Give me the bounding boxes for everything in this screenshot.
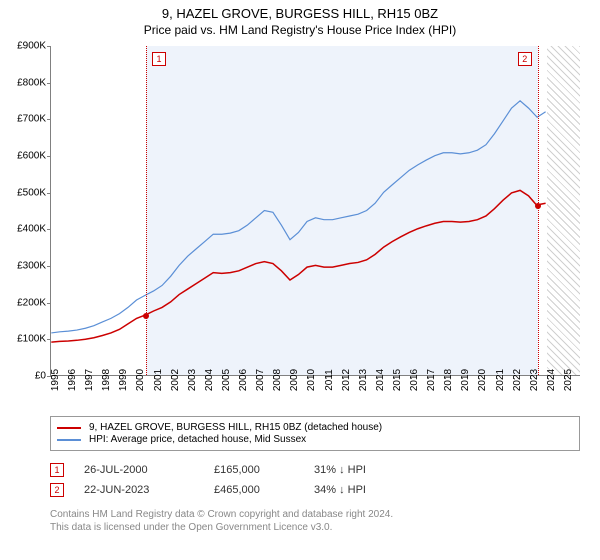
footer-line-2: This data is licensed under the Open Gov… — [50, 521, 393, 534]
x-tick-label: 2009 — [289, 369, 300, 391]
legend-item-property: 9, HAZEL GROVE, BURGESS HILL, RH15 0BZ (… — [57, 422, 573, 433]
event-line-2 — [538, 46, 539, 375]
legend: 9, HAZEL GROVE, BURGESS HILL, RH15 0BZ (… — [50, 416, 580, 451]
x-tick-label: 2014 — [375, 369, 386, 391]
plot-area: 12 £0£100K£200K£300K£400K£500K£600K£700K… — [50, 46, 580, 376]
x-tick-label: 2022 — [512, 369, 523, 391]
x-tick-label: 2012 — [341, 369, 352, 391]
x-tick-label: 2016 — [409, 369, 420, 391]
event-row-marker: 2 — [50, 483, 64, 497]
event-row-2: 2 22-JUN-2023 £465,000 34% ↓ HPI — [50, 480, 580, 500]
x-tick-label: 2024 — [546, 369, 557, 391]
event-diff: 34% ↓ HPI — [314, 484, 414, 496]
y-tick-label: £100K — [17, 334, 46, 345]
x-tick-label: 2025 — [563, 369, 574, 391]
event-price: £165,000 — [214, 464, 294, 476]
y-tick-label: £500K — [17, 187, 46, 198]
x-tick-label: 1996 — [67, 369, 78, 391]
x-tick-label: 2007 — [255, 369, 266, 391]
event-row-marker: 1 — [50, 463, 64, 477]
chart-title: 9, HAZEL GROVE, BURGESS HILL, RH15 0BZ — [0, 0, 600, 21]
x-tick-label: 2013 — [358, 369, 369, 391]
series-property — [51, 190, 545, 342]
x-tick-label: 1999 — [118, 369, 129, 391]
event-point-1 — [143, 313, 149, 319]
legend-swatch-hpi — [57, 439, 81, 441]
x-tick-label: 1997 — [84, 369, 95, 391]
x-tick-label: 2021 — [495, 369, 506, 391]
events-table: 1 26-JUL-2000 £165,000 31% ↓ HPI 2 22-JUN-202… — [50, 460, 580, 500]
x-tick-label: 2006 — [238, 369, 249, 391]
event-diff: 31% ↓ HPI — [314, 464, 414, 476]
event-date: 26-JUL-2000 — [84, 464, 194, 476]
y-tick-label: £800K — [17, 77, 46, 88]
x-tick-label: 2015 — [392, 369, 403, 391]
x-tick-label: 2005 — [221, 369, 232, 391]
event-marker-1: 1 — [152, 52, 166, 66]
y-tick-label: £0 — [35, 371, 46, 382]
x-tick-label: 2000 — [135, 369, 146, 391]
event-row-1: 1 26-JUL-2000 £165,000 31% ↓ HPI — [50, 460, 580, 480]
legend-item-hpi: HPI: Average price, detached house, Mid … — [57, 434, 573, 445]
x-tick-label: 2002 — [170, 369, 181, 391]
footer: Contains HM Land Registry data © Crown c… — [50, 508, 393, 534]
legend-label-property: 9, HAZEL GROVE, BURGESS HILL, RH15 0BZ (… — [89, 422, 382, 433]
x-tick-label: 2008 — [272, 369, 283, 391]
series-hpi — [51, 101, 545, 333]
y-tick-label: £700K — [17, 114, 46, 125]
y-tick-label: £300K — [17, 261, 46, 272]
x-tick-label: 2010 — [306, 369, 317, 391]
x-tick-label: 2001 — [153, 369, 164, 391]
event-point-2 — [535, 203, 541, 209]
x-tick-label: 2020 — [477, 369, 488, 391]
chart-subtitle: Price paid vs. HM Land Registry's House … — [0, 21, 600, 37]
plot-frame: 12 — [50, 46, 580, 376]
x-tick-label: 2011 — [324, 369, 335, 391]
x-tick-label: 2019 — [460, 369, 471, 391]
x-tick-label: 2017 — [426, 369, 437, 391]
series-svg — [51, 46, 580, 375]
event-date: 22-JUN-2023 — [84, 484, 194, 496]
legend-label-hpi: HPI: Average price, detached house, Mid … — [89, 434, 306, 445]
footer-line-1: Contains HM Land Registry data © Crown c… — [50, 508, 393, 521]
y-tick-label: £400K — [17, 224, 46, 235]
chart-container: 9, HAZEL GROVE, BURGESS HILL, RH15 0BZ P… — [0, 0, 600, 560]
y-tick-label: £200K — [17, 297, 46, 308]
x-tick-label: 2023 — [529, 369, 540, 391]
y-tick-label: £900K — [17, 41, 46, 52]
x-tick-label: 1998 — [101, 369, 112, 391]
event-price: £465,000 — [214, 484, 294, 496]
event-line-1 — [146, 46, 147, 375]
y-tick-label: £600K — [17, 151, 46, 162]
x-tick-label: 1995 — [50, 369, 61, 391]
legend-swatch-property — [57, 427, 81, 429]
x-tick-label: 2018 — [443, 369, 454, 391]
x-tick-label: 2003 — [187, 369, 198, 391]
event-marker-2: 2 — [518, 52, 532, 66]
x-tick-label: 2004 — [204, 369, 215, 391]
